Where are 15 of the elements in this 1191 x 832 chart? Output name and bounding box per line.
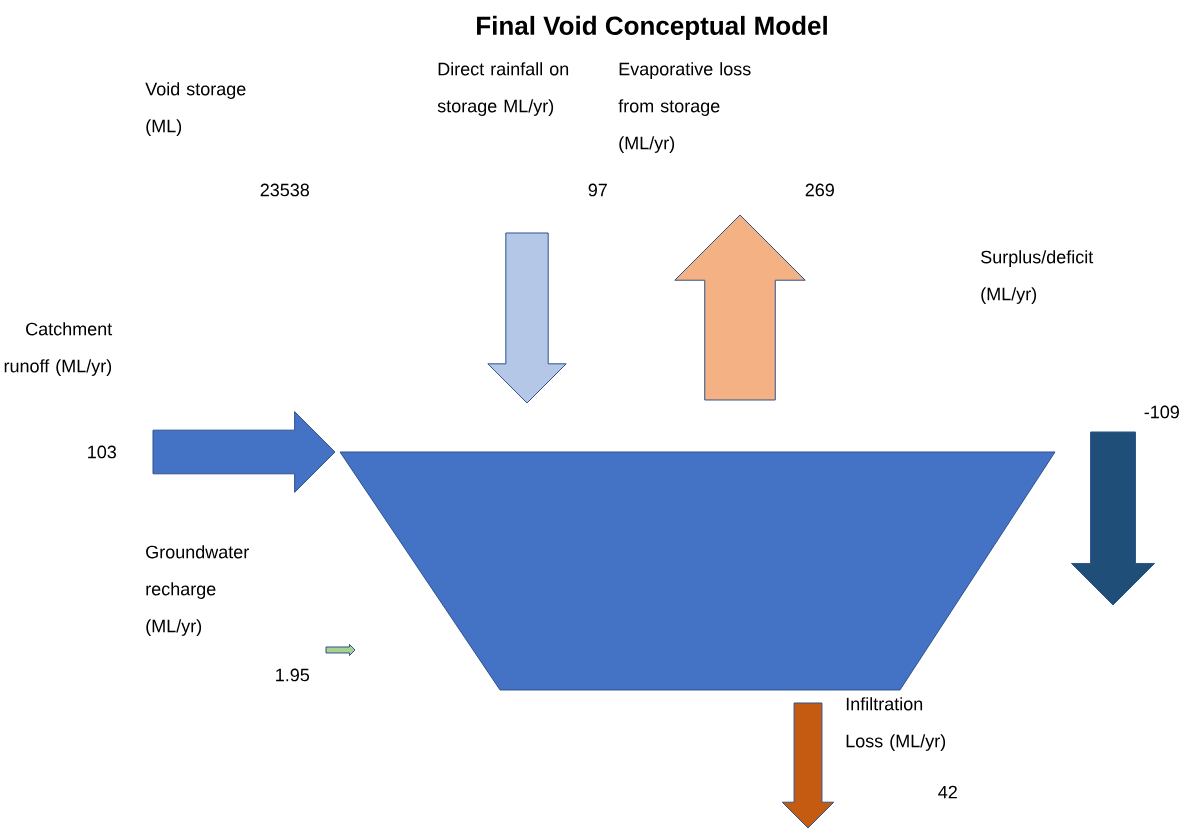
category-label: Infiltration Loss (ML/yr) xyxy=(846,697,946,751)
text: Final Void Conceptual Model xyxy=(477,15,827,41)
data-label: 103 xyxy=(88,445,117,459)
data-label: 269 xyxy=(805,183,834,197)
data-label: 23538 xyxy=(260,183,310,197)
category-label: Evaporative loss from storage (ML/yr) xyxy=(618,62,751,153)
category-label: Direct rainfall on storage ML/yr) xyxy=(437,62,569,116)
category-label: Groundwater recharge (ML/yr) xyxy=(146,545,249,636)
category-label: Surplus/deficit (ML/yr) xyxy=(981,250,1094,304)
category-label: Void storage (ML) xyxy=(145,82,246,136)
data-label: 97 xyxy=(588,183,607,197)
data-label: 1.95 xyxy=(276,668,310,682)
data-label: -109 xyxy=(1144,405,1179,419)
category-label: Catchment runoff (ML/yr) xyxy=(4,322,113,376)
data-label: 42 xyxy=(938,785,957,799)
